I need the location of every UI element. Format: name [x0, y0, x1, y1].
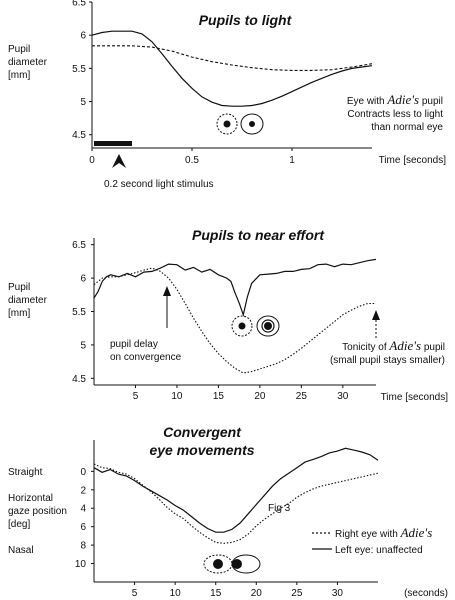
tonicity-annotation-line-2: (small pupil stays smaller) [330, 355, 445, 366]
panel-convergent-eye-movements: Convergent eye movements Straight Horizo… [8, 424, 448, 599]
x-tick-label: 25 [296, 391, 308, 402]
y-tick-label: 5.5 [72, 307, 86, 318]
delay-annotation-line-2: on convergence [110, 352, 182, 363]
panel-3-title-line-1: Convergent [163, 424, 242, 440]
light-stimulus-bar [94, 141, 132, 146]
panel-2-title: Pupils to near effort [192, 227, 325, 243]
side-label-gaze-position: gaze position [8, 506, 67, 517]
fig-label: Fig 3 [268, 503, 291, 514]
panel-1-x-ticks: 0 0.5 1 [89, 148, 295, 166]
side-label-horizontal: Horizontal [8, 493, 53, 504]
panel-2-ylabel-line-3: [mm] [8, 308, 30, 319]
panel-3-y-ticks: 0 2 4 6 8 10 [75, 467, 94, 570]
x-tick-label: 15 [213, 391, 225, 402]
tonicity-pupil: pupil [424, 342, 445, 353]
tonicity-adie: Adie's [388, 338, 421, 353]
legend-right-eye-adie: Adie's [400, 525, 433, 540]
series-line-dashed [92, 45, 373, 71]
panel-3-xlabel: (seconds) [404, 588, 448, 599]
panel-3-x-ticks: 5 10 15 20 25 30 [132, 582, 344, 599]
series-line-solid [93, 447, 379, 533]
series-line-dotted [93, 267, 376, 374]
annotation-pupil: pupil [422, 96, 443, 107]
x-tick-label: 10 [170, 588, 182, 599]
panel-3-series [93, 447, 379, 544]
delay-annotation-line-1: pupil delay [110, 339, 158, 350]
side-label-straight: Straight [8, 467, 43, 478]
panel-pupils-to-near-effort: Pupils to near effort Pupil diameter [mm… [8, 227, 448, 403]
panel-2-x-ticks: 5 10 15 20 25 30 [133, 385, 349, 402]
panel-1-series [91, 30, 373, 107]
y-tick-label: 0 [80, 467, 86, 478]
annotation-eye-with: Eye with [347, 96, 385, 107]
tonicity-arrow-icon [372, 310, 380, 338]
panel-1-annotation-line-1: Eye with Adie's pupil [347, 92, 443, 107]
panel-1-y-ticks: 4.5 5 5.5 6 6.5 [72, 0, 92, 141]
x-tick-label: 30 [332, 588, 344, 599]
y-tick-label: 4.5 [72, 130, 86, 141]
panel-3-eye-pupils-icon [203, 554, 261, 574]
panel-1-annotation-line-2: Contracts less to light [347, 109, 443, 120]
x-tick-label: 5 [133, 391, 139, 402]
panel-2-xlabel: Time [seconds] [381, 392, 449, 403]
series-line-solid [93, 258, 377, 317]
panel-1-eye-pupils-icon [216, 113, 264, 135]
y-tick-label: 6 [80, 522, 86, 533]
y-tick-label: 5 [80, 97, 86, 108]
stimulus-arrowhead-icon [112, 154, 126, 168]
y-tick-label: 2 [80, 485, 86, 496]
panel-1-title: Pupils to light [199, 12, 293, 28]
panel-2-ylabel-line-2: diameter [8, 295, 48, 306]
x-tick-label: 25 [291, 588, 303, 599]
x-tick-label: 20 [254, 391, 266, 402]
x-tick-label: 0.5 [185, 155, 199, 166]
panel-2-series [93, 258, 377, 374]
y-tick-label: 4.5 [72, 374, 86, 385]
tonicity-of: Tonicity of [342, 342, 387, 353]
annotation-adie: Adie's [386, 92, 419, 107]
y-tick-label: 6 [80, 31, 86, 42]
x-tick-label: 0 [89, 155, 95, 166]
stimulus-label: 0.2 second light stimulus [104, 179, 214, 190]
panel-3-title-line-2: eye movements [149, 442, 254, 458]
y-tick-label: 5.5 [72, 64, 86, 75]
panel-1-ylabel-line-1: Pupil [8, 44, 30, 55]
tonicity-annotation-line-1: Tonicity of Adie's pupil [342, 338, 445, 353]
panel-1-annotation-line-3: than normal eye [371, 122, 443, 133]
delay-arrow-icon [163, 286, 171, 328]
panel-1-xlabel: Time [seconds] [379, 155, 447, 166]
x-tick-label: 10 [171, 391, 183, 402]
y-tick-label: 10 [75, 559, 87, 570]
y-tick-label: 6.5 [72, 0, 86, 9]
legend: Right eye with Adie's Left eye: unaffect… [312, 525, 432, 556]
y-tick-label: 6.5 [72, 240, 86, 251]
y-tick-label: 6 [80, 274, 86, 285]
side-label-deg: [deg] [8, 519, 30, 530]
panel-2-ylabel-line-1: Pupil [8, 282, 30, 293]
legend-right-eye-text: Right eye with [335, 529, 398, 540]
legend-item-left-eye: Left eye: unaffected [335, 545, 423, 556]
y-tick-label: 4 [80, 504, 86, 515]
side-label-nasal: Nasal [8, 545, 34, 556]
x-tick-label: 1 [289, 155, 295, 166]
panel-2-eye-pupils-icon [231, 315, 280, 337]
panel-2-y-ticks: 4.5 5 5.5 6 6.5 [72, 240, 94, 385]
series-line-solid [91, 30, 373, 107]
x-tick-label: 20 [251, 588, 263, 599]
panel-1-ylabel-line-2: diameter [8, 57, 48, 68]
legend-item-right-eye: Right eye with Adie's [335, 525, 432, 540]
y-tick-label: 8 [80, 541, 86, 552]
y-tick-label: 5 [80, 340, 86, 351]
x-tick-label: 15 [210, 588, 222, 599]
x-tick-label: 5 [132, 588, 138, 599]
panel-pupils-to-light: Pupils to light Pupil diameter [mm] 4.5 5… [8, 0, 446, 190]
x-tick-label: 30 [337, 391, 349, 402]
panel-1-ylabel-line-3: [mm] [8, 70, 30, 81]
